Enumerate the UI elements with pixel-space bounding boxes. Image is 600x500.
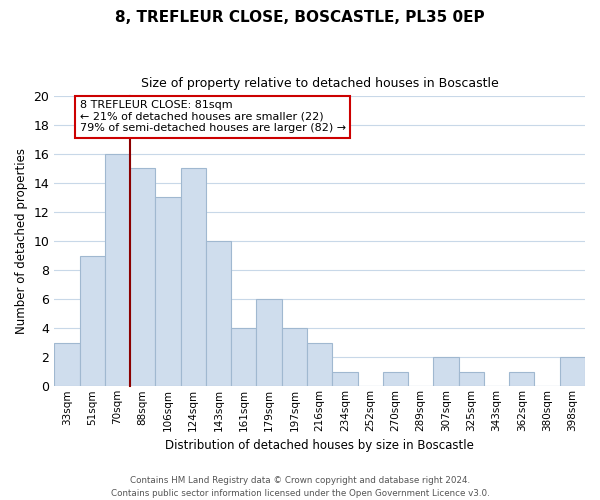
- Text: 8, TREFLEUR CLOSE, BOSCASTLE, PL35 0EP: 8, TREFLEUR CLOSE, BOSCASTLE, PL35 0EP: [115, 10, 485, 25]
- Bar: [282, 328, 307, 386]
- Text: Contains HM Land Registry data © Crown copyright and database right 2024.
Contai: Contains HM Land Registry data © Crown c…: [110, 476, 490, 498]
- Bar: [155, 198, 181, 386]
- Bar: [509, 372, 535, 386]
- Bar: [458, 372, 484, 386]
- Bar: [54, 342, 80, 386]
- Bar: [307, 342, 332, 386]
- Bar: [206, 241, 231, 386]
- Bar: [105, 154, 130, 386]
- Bar: [181, 168, 206, 386]
- Bar: [130, 168, 155, 386]
- Text: 8 TREFLEUR CLOSE: 81sqm
← 21% of detached houses are smaller (22)
79% of semi-de: 8 TREFLEUR CLOSE: 81sqm ← 21% of detache…: [80, 100, 346, 134]
- X-axis label: Distribution of detached houses by size in Boscastle: Distribution of detached houses by size …: [165, 440, 474, 452]
- Bar: [231, 328, 256, 386]
- Y-axis label: Number of detached properties: Number of detached properties: [15, 148, 28, 334]
- Title: Size of property relative to detached houses in Boscastle: Size of property relative to detached ho…: [141, 78, 499, 90]
- Bar: [383, 372, 408, 386]
- Bar: [256, 299, 282, 386]
- Bar: [80, 256, 105, 386]
- Bar: [560, 357, 585, 386]
- Bar: [332, 372, 358, 386]
- Bar: [433, 357, 458, 386]
